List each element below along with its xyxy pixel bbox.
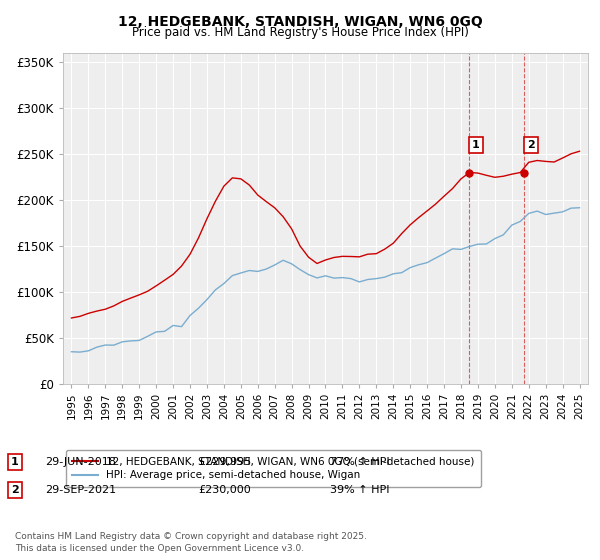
Text: £229,995: £229,995	[198, 457, 251, 467]
Text: 2: 2	[11, 485, 19, 495]
Text: 12, HEDGEBANK, STANDISH, WIGAN, WN6 0GQ: 12, HEDGEBANK, STANDISH, WIGAN, WN6 0GQ	[118, 15, 482, 29]
Text: 29-JUN-2018: 29-JUN-2018	[45, 457, 116, 467]
Text: £230,000: £230,000	[198, 485, 251, 495]
Text: 77% ↑ HPI: 77% ↑ HPI	[330, 457, 389, 467]
Legend: 12, HEDGEBANK, STANDISH, WIGAN, WN6 0GQ (semi-detached house), HPI: Average pric: 12, HEDGEBANK, STANDISH, WIGAN, WN6 0GQ …	[65, 450, 481, 487]
Text: Contains HM Land Registry data © Crown copyright and database right 2025.
This d: Contains HM Land Registry data © Crown c…	[15, 532, 367, 553]
Text: 2: 2	[527, 140, 535, 150]
Text: 1: 1	[472, 140, 480, 150]
Text: Price paid vs. HM Land Registry's House Price Index (HPI): Price paid vs. HM Land Registry's House …	[131, 26, 469, 39]
Text: 39% ↑ HPI: 39% ↑ HPI	[330, 485, 389, 495]
Text: 1: 1	[11, 457, 19, 467]
Text: 29-SEP-2021: 29-SEP-2021	[45, 485, 116, 495]
